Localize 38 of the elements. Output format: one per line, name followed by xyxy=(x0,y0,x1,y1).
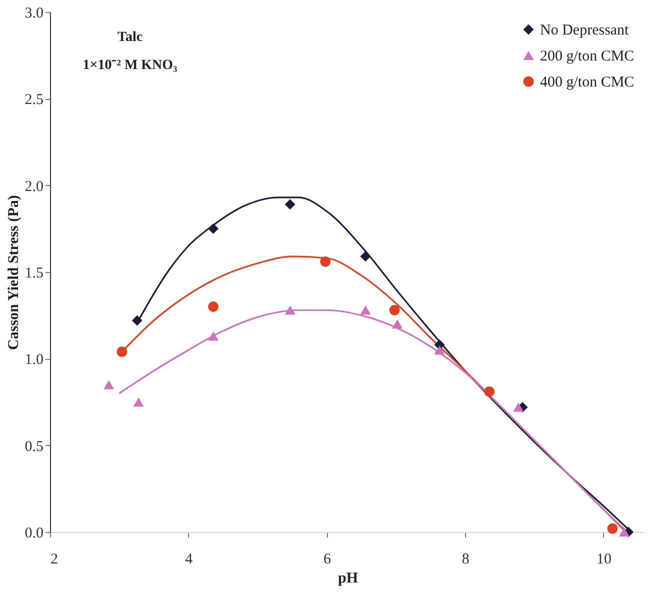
x-axis-title: pH xyxy=(338,570,358,586)
point xyxy=(360,251,371,262)
x-tick-label: 10 xyxy=(596,552,612,568)
point xyxy=(208,301,219,312)
point xyxy=(104,380,114,390)
point xyxy=(208,223,219,234)
annotation: Talc xyxy=(117,30,143,45)
point xyxy=(434,345,445,355)
legend-label: 400 g/ton CMC xyxy=(540,74,634,90)
x-tick-label: 4 xyxy=(185,552,194,568)
legend-label: No Depressant xyxy=(540,22,630,38)
point xyxy=(619,527,630,537)
point xyxy=(513,402,524,412)
point xyxy=(133,397,144,407)
y-tick-label: 2.0 xyxy=(24,178,44,195)
legend-label: 200 g/ton CMC xyxy=(540,48,634,64)
y-tick-label: 3.0 xyxy=(24,6,44,22)
y-tick-label: 0.0 xyxy=(24,526,44,542)
x-tick-label: 2 xyxy=(50,552,58,568)
point xyxy=(284,199,296,210)
y-tick-label: 1.5 xyxy=(24,266,44,282)
x-tick-label: 6 xyxy=(323,552,332,568)
x-tick-label: 8 xyxy=(462,552,470,568)
y-tick-label: 1.0 xyxy=(24,352,44,368)
point xyxy=(320,256,331,267)
point xyxy=(208,332,219,341)
point xyxy=(484,386,495,397)
y-tick-label: 2.5 xyxy=(24,92,44,108)
annotation: 1×10⁻² M KNO₃ xyxy=(82,58,178,73)
point xyxy=(132,315,142,326)
y-axis-title: Casson Yield Stress (Pa) xyxy=(6,195,22,350)
point xyxy=(392,319,403,329)
point xyxy=(360,306,371,315)
point xyxy=(284,306,296,315)
point xyxy=(607,523,618,534)
point xyxy=(389,304,400,316)
y-tick-label: 0.5 xyxy=(24,438,44,455)
point xyxy=(116,346,128,357)
